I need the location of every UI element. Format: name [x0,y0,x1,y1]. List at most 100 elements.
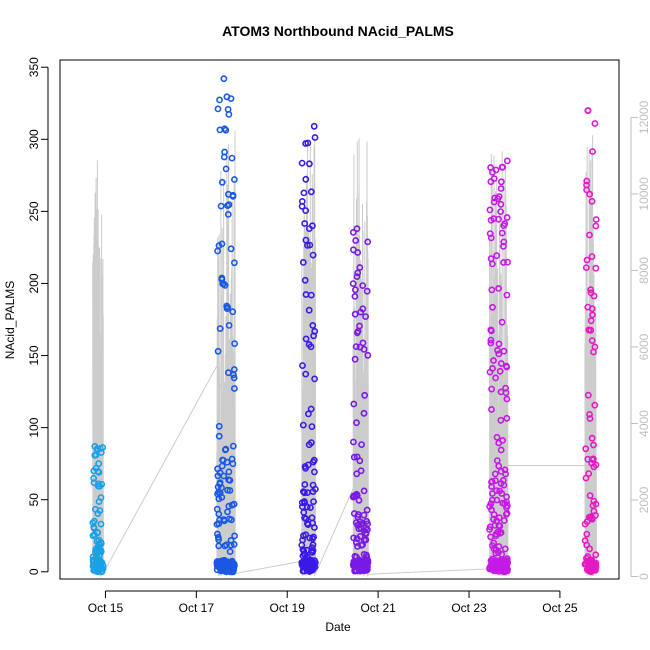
data-points [89,75,600,576]
data-point [589,311,596,319]
data-point [495,350,503,358]
data-point [309,458,317,466]
x-axis-label: Date [325,620,351,634]
data-point [363,287,371,295]
data-point [488,406,495,413]
data-point [490,198,498,206]
data-point [300,189,308,197]
data-point [499,163,506,171]
data-point [229,563,237,570]
data-point [588,337,596,344]
y2-tick-label: 6000 [637,333,650,360]
data-point [490,357,497,364]
data-point [353,553,360,561]
data-point [352,539,360,546]
data-point [592,216,600,223]
data-point [353,470,361,478]
data-point [89,532,97,540]
data-point [488,286,496,294]
y2-tick-label: 4000 [637,410,650,437]
data-point [587,286,595,294]
y-tick-label: 0 [27,568,41,575]
data-point [95,468,103,476]
data-point [586,492,594,499]
altitude-connector [234,560,302,574]
data-point [495,340,503,348]
data-point [213,505,221,513]
data-point [497,360,505,367]
data-point [231,532,238,540]
y-axis-label: NAcid_PALMS [3,281,17,359]
data-point [487,533,494,541]
data-point [490,560,498,568]
data-point [221,148,228,156]
data-point [362,536,370,544]
data-point [308,222,316,230]
data-point [582,264,590,271]
data-point [358,541,365,549]
data-point [590,507,598,515]
data-point [97,547,105,555]
data-point [349,438,357,446]
y-tick-label: 200 [27,273,41,293]
data-point [591,401,599,409]
data-point [361,391,369,399]
data-point [226,548,234,555]
data-point [363,553,371,561]
data-point [583,530,591,538]
y-axis-right: 0 2000 4000 6000 8000 10000 12000 [630,100,650,580]
data-point [354,543,361,550]
data-point [220,516,228,523]
data-point [301,481,309,488]
data-point [486,206,494,214]
data-point [354,327,362,335]
data-point [364,351,372,359]
data-point [357,308,365,316]
x-tick-label: Oct 25 [542,601,578,615]
data-point [216,126,224,134]
data-point [224,106,232,113]
data-point [301,276,309,284]
data-point [502,362,510,370]
data-point [492,530,500,538]
data-point [582,560,590,568]
data-point [310,468,318,476]
data-point [493,252,501,260]
data-point [227,95,235,102]
data-point [503,395,511,403]
data-point [97,539,105,546]
data-point [307,439,315,447]
data-point [495,439,503,447]
data-point [227,516,235,524]
data-point [230,366,238,373]
data-point [486,230,494,237]
data-point [90,474,97,482]
data-point [490,175,498,182]
data-point [592,264,600,272]
data-point [350,400,358,408]
data-point [586,190,593,198]
data-point [302,515,310,523]
data-point [487,564,494,572]
data-point [353,225,361,233]
data-point [224,202,231,209]
data-point [96,445,104,452]
data-point [503,157,511,165]
data-point [590,441,597,449]
data-point [498,318,506,326]
data-point [354,249,362,256]
data-point [309,321,317,329]
data-point [497,200,505,208]
data-point [352,343,360,350]
data-point [357,467,365,475]
data-point [501,545,509,553]
data-point [588,253,596,260]
data-point [95,498,103,505]
data-point [497,185,505,192]
data-point [493,487,500,494]
data-point [230,374,238,382]
y2-tick-label: 2000 [637,486,650,513]
data-point [493,517,500,525]
data-point [299,421,307,429]
x-tick-label: Oct 21 [360,601,396,615]
